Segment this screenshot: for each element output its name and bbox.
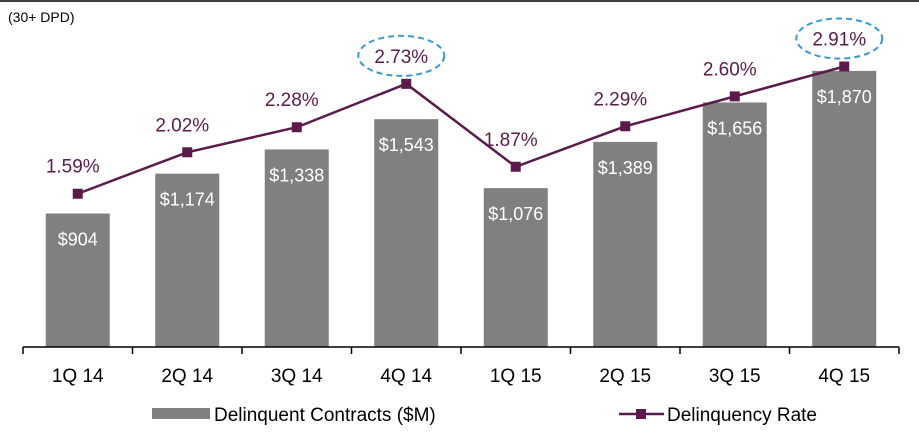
rate-value-label: 2.29% <box>593 89 647 110</box>
bar-value-label: $1,174 <box>160 190 215 210</box>
bar <box>702 102 767 348</box>
legend: Delinquent Contracts ($M) Delinquency Rat… <box>152 405 817 426</box>
rate-marker <box>729 91 740 102</box>
bar <box>45 213 110 347</box>
bar <box>155 173 220 347</box>
rate-labels: 1.59% 2.02% 2.28% 2.73% 1.87% 2.29% 2.60% 2.91% <box>46 30 866 178</box>
rate-value-label: 1.59% <box>46 157 100 178</box>
bar <box>374 119 439 347</box>
bar-value-label: $904 <box>58 230 98 250</box>
rate-marker <box>839 61 850 72</box>
bar-value-label: $1,870 <box>817 87 872 107</box>
rate-value-label: 2.60% <box>703 59 757 80</box>
x-tick-label: 2Q 15 <box>599 366 651 387</box>
rate-value-label: 2.28% <box>265 90 319 111</box>
x-tick-label: 3Q 15 <box>709 366 761 387</box>
rate-marker <box>291 122 302 133</box>
bar-series <box>45 70 877 348</box>
rate-line <box>77 65 845 195</box>
bar <box>264 149 329 347</box>
bar <box>483 188 548 347</box>
x-tick-label: 4Q 15 <box>818 366 870 387</box>
legend-bar-swatch <box>152 408 210 419</box>
rate-marker <box>182 147 193 158</box>
bar-value-label: $1,338 <box>269 165 324 185</box>
highlight-ellipse <box>357 34 446 77</box>
bar-value-label: $1,543 <box>379 135 434 155</box>
x-tick-label: 1Q 14 <box>52 366 104 387</box>
legend-bar-label: Delinquent Contracts ($M) <box>214 405 436 426</box>
rate-value-label: 2.02% <box>155 115 209 136</box>
bar-labels: $904 $1,174 $1,338 $1,543 $1,076 $1,389 $1,656… <box>58 87 872 250</box>
highlight-ellipses <box>357 17 884 77</box>
bar <box>593 141 658 347</box>
legend-line-marker <box>636 409 646 419</box>
chart-subtitle: (30+ DPD) <box>8 9 75 25</box>
rate-value-label: 2.73% <box>374 47 428 68</box>
rate-marker <box>401 78 412 89</box>
rate-marker <box>510 161 521 172</box>
bar-value-label: $1,656 <box>707 118 762 138</box>
rate-value-label: 2.91% <box>812 30 866 51</box>
rate-series <box>72 61 850 199</box>
x-axis: 1Q 14 2Q 14 3Q 14 4Q 14 1Q 15 2Q 15 3Q 15 4Q 15 <box>22 346 900 387</box>
rate-value-label: 1.87% <box>484 130 538 151</box>
x-tick-label: 4Q 14 <box>380 366 432 387</box>
rate-marker <box>620 121 631 132</box>
legend-line-label: Delinquency Rate <box>667 405 817 426</box>
x-tick-label: 1Q 15 <box>490 366 542 387</box>
bar <box>812 70 877 348</box>
x-tick-label: 2Q 14 <box>161 366 213 387</box>
highlight-ellipse <box>795 17 884 60</box>
rate-marker <box>72 188 83 199</box>
bar-value-label: $1,389 <box>598 158 653 178</box>
x-tick-label: 3Q 14 <box>271 366 323 387</box>
bar-value-label: $1,076 <box>488 204 543 224</box>
